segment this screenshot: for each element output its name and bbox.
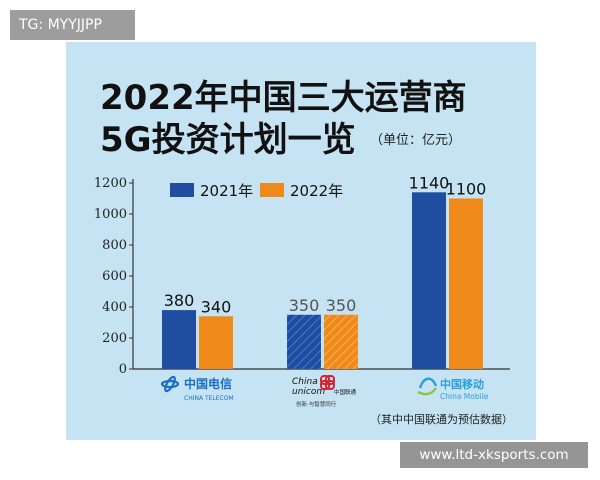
bar-2021-1 xyxy=(287,314,321,369)
data-label: 340 xyxy=(201,297,232,316)
data-label: 350 xyxy=(326,296,357,315)
china-mobile-en: China Mobile xyxy=(440,392,489,401)
china-unicom-tagline: 创新·与智慧同行 xyxy=(296,400,337,408)
legend-label: 2022年 xyxy=(290,182,343,200)
data-label: 380 xyxy=(164,291,195,310)
china-unicom-cn: 中国联通 xyxy=(334,388,357,396)
bar-2021-2 xyxy=(412,192,446,369)
data-label: 1140 xyxy=(409,173,450,192)
data-label: 350 xyxy=(289,296,320,315)
legend-label: 2021年 xyxy=(200,182,253,200)
bar-2022-1 xyxy=(324,314,358,369)
unit-label: （单位：亿元） xyxy=(370,133,462,148)
y-tick-label: 1000 xyxy=(94,207,127,222)
y-tick-label: 1200 xyxy=(94,176,127,191)
watermark-tg-badge: TG: MYYJJPP xyxy=(10,10,135,40)
y-tick-label: 0 xyxy=(119,362,127,377)
watermark-site-badge: www.ltd-xksports.com xyxy=(400,442,588,468)
y-tick-label: 600 xyxy=(102,269,127,284)
y-tick-label: 200 xyxy=(102,331,127,346)
bar-2021-0 xyxy=(162,310,196,369)
chart-title-line2: 5G投资计划一览 xyxy=(100,120,356,160)
china-telecom-cn: 中国电信 xyxy=(184,376,232,391)
china-unicom-logo: China unicom 中国联通 创新·与智慧同行 xyxy=(292,375,357,408)
chart-title-line1: 2022年中国三大运营商 xyxy=(100,78,467,118)
y-tick-label: 800 xyxy=(102,238,127,253)
china-telecom-icon xyxy=(160,375,180,393)
china-unicom-en1: China xyxy=(292,377,318,387)
footnote: （其中中国联通为预估数据） xyxy=(370,413,513,426)
bar-2022-2 xyxy=(449,198,483,369)
china-telecom-en: CHINA TELECOM xyxy=(184,395,234,402)
china-unicom-knot-icon xyxy=(320,375,335,390)
china-unicom-en2: unicom xyxy=(292,387,325,397)
china-telecom-logo: 中国电信 CHINA TELECOM xyxy=(160,375,234,402)
china-mobile-cn: 中国移动 xyxy=(440,377,484,391)
bar-2022-0 xyxy=(199,316,233,369)
legend-swatch xyxy=(260,183,284,197)
china-mobile-logo: 中国移动 China Mobile xyxy=(417,377,489,401)
data-label: 1100 xyxy=(446,180,487,199)
china-mobile-icon xyxy=(417,377,438,396)
legend-swatch xyxy=(170,183,194,197)
y-tick-label: 400 xyxy=(102,300,127,315)
